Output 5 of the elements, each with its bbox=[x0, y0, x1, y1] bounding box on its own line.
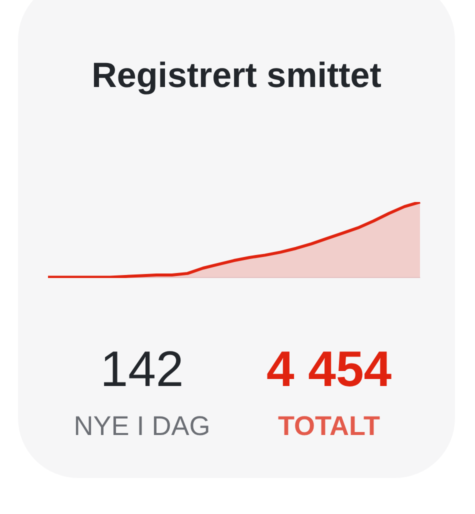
text: NYE I DAG bbox=[72, 411, 212, 442]
text: 4 454 bbox=[265, 340, 393, 398]
text: TOTALT bbox=[277, 411, 381, 442]
text: 142 bbox=[99, 340, 185, 398]
chart-title: Registrert smittet bbox=[90, 56, 382, 96]
